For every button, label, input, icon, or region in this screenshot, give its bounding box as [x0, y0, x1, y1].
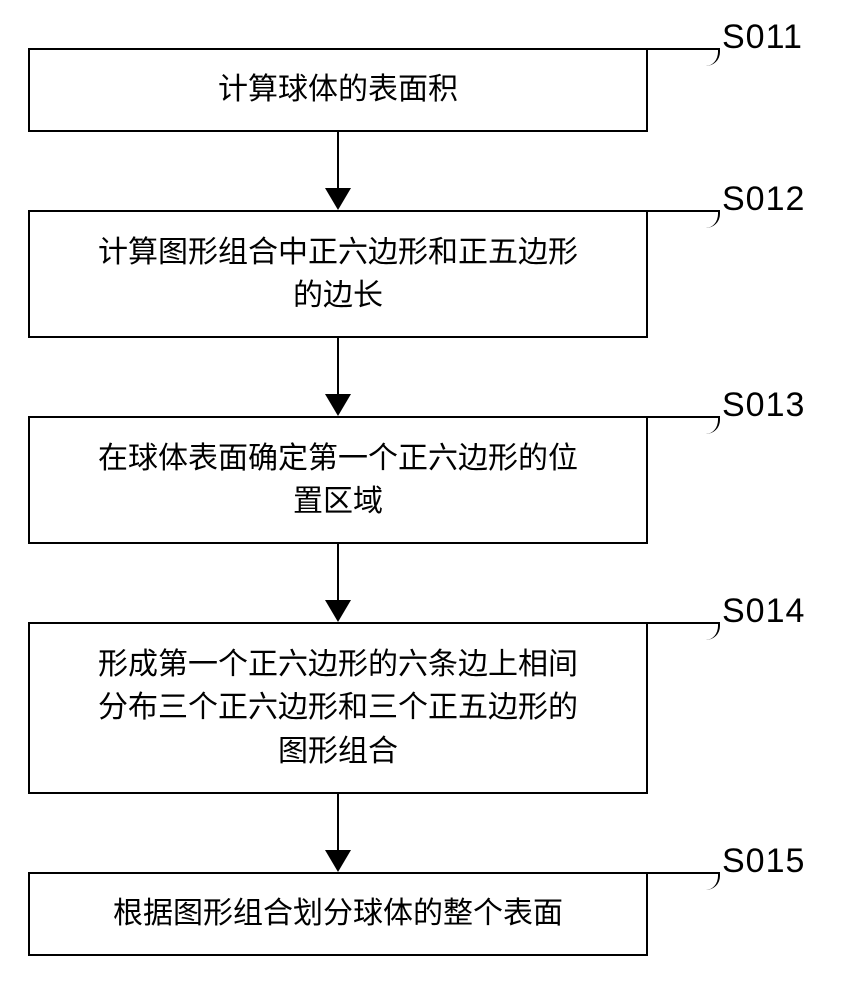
- arrow-s014-s015: [325, 794, 351, 872]
- step-text-s011: 计算球体的表面积: [218, 68, 458, 112]
- step-box-s012: 计算图形组合中正六边形和正五边形 的边长: [28, 210, 648, 338]
- step-label-s015: S015: [722, 842, 805, 881]
- step-text-s013: 在球体表面确定第一个正六边形的位 置区域: [98, 437, 578, 524]
- label-connector-s013: [648, 416, 720, 434]
- step-text-s012: 计算图形组合中正六边形和正五边形 的边长: [98, 231, 578, 318]
- step-box-s014: 形成第一个正六边形的六条边上相间 分布三个正六边形和三个正五边形的 图形组合: [28, 622, 648, 794]
- label-connector-s015: [648, 872, 720, 890]
- step-label-s012: S012: [722, 180, 805, 219]
- step-label-s013: S013: [722, 386, 805, 425]
- label-connector-s011: [648, 48, 720, 66]
- step-label-s014: S014: [722, 592, 805, 631]
- label-connector-s012: [648, 210, 720, 228]
- step-text-s014: 形成第一个正六边形的六条边上相间 分布三个正六边形和三个正五边形的 图形组合: [98, 643, 578, 774]
- step-box-s015: 根据图形组合划分球体的整个表面: [28, 872, 648, 956]
- arrow-s012-s013: [325, 338, 351, 416]
- label-connector-s014: [648, 622, 720, 640]
- step-label-s011: S011: [722, 18, 803, 57]
- arrow-s013-s014: [325, 544, 351, 622]
- step-box-s013: 在球体表面确定第一个正六边形的位 置区域: [28, 416, 648, 544]
- step-box-s011: 计算球体的表面积: [28, 48, 648, 132]
- arrow-s011-s012: [325, 132, 351, 210]
- step-text-s015: 根据图形组合划分球体的整个表面: [113, 892, 563, 936]
- flowchart-canvas: 计算球体的表面积 S011 计算图形组合中正六边形和正五边形 的边长 S012 …: [0, 0, 863, 1000]
